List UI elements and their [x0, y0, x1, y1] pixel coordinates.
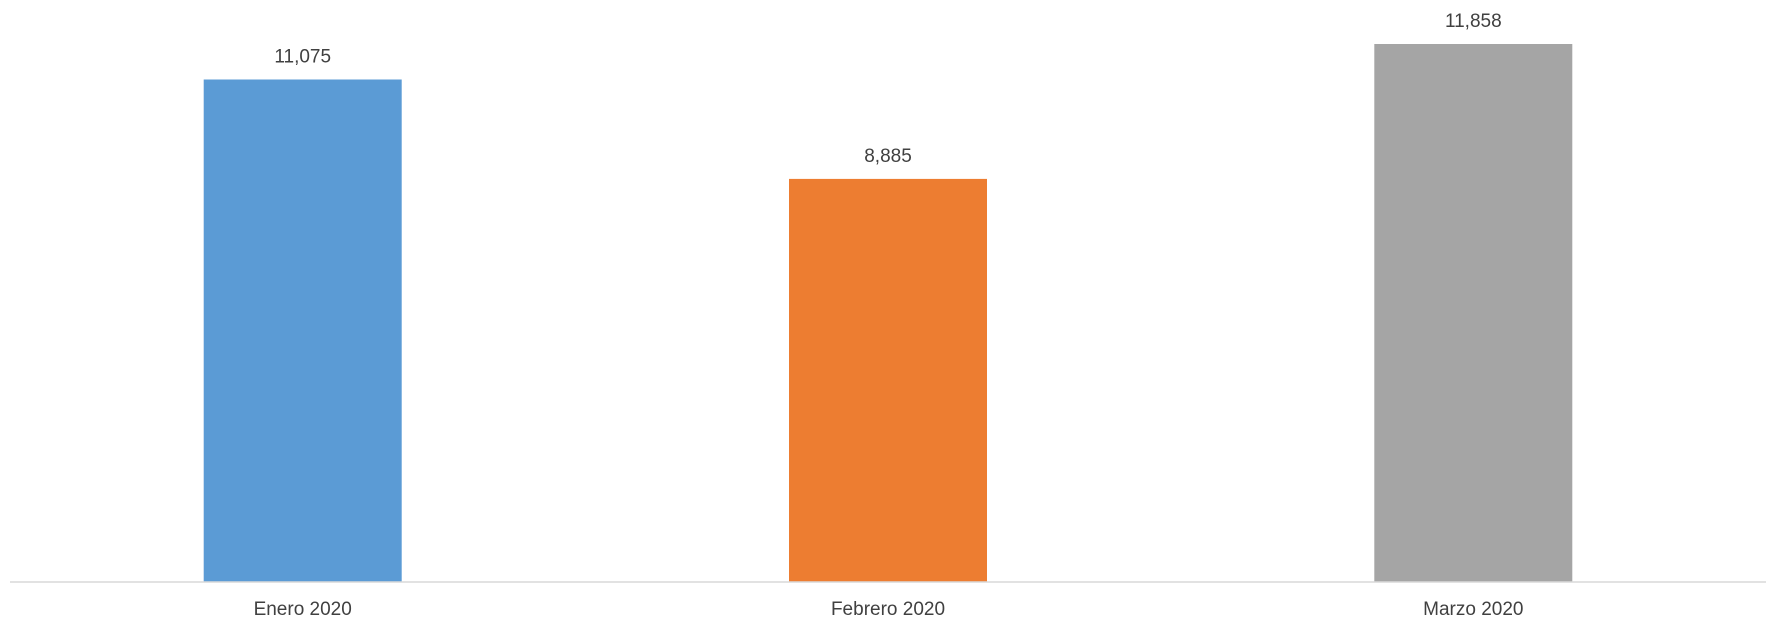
bar-2	[789, 178, 987, 582]
data-label-1: 11,075	[274, 47, 331, 68]
bar-3	[1374, 44, 1573, 582]
category-label-1: Enero 2020	[254, 599, 352, 620]
category-label-2: Febrero 2020	[831, 599, 945, 620]
category-label-3: Marzo 2020	[1423, 599, 1523, 620]
data-label-3: 11,858	[1445, 11, 1502, 32]
data-label-2: 8,885	[864, 146, 912, 167]
bar-1	[203, 79, 402, 582]
category-labels-group: Enero 2020 Febrero 2020 Marzo 2020	[254, 599, 1524, 620]
data-labels-group: 11,075 8,885 11,858	[274, 11, 1501, 167]
bars-group	[203, 44, 1573, 582]
